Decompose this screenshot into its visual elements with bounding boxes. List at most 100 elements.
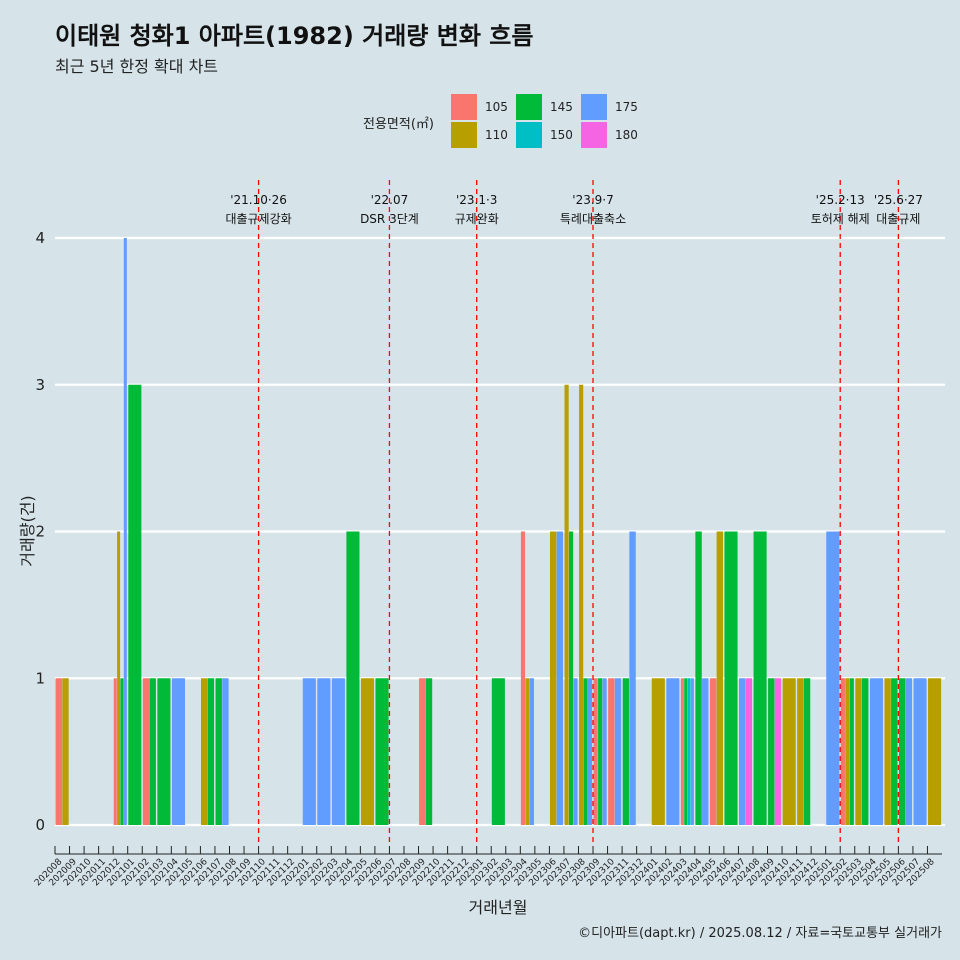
- bar-202502-110: [845, 678, 850, 825]
- chart-title: 이태원 청화1 아파트(1982) 거래량 변화 흐름: [55, 22, 534, 50]
- x-axis: 2020082020092020102020112020122021012021…: [33, 846, 942, 888]
- legend-label-145: 145: [550, 100, 573, 114]
- bar-202409-145: [768, 678, 775, 825]
- bar-202012-145: [120, 678, 124, 825]
- bar-202506-145: [898, 678, 906, 825]
- bar-202306-175: [556, 531, 564, 825]
- annotation-date: '23.1·3: [456, 193, 497, 207]
- legend-swatch-105: [451, 94, 477, 120]
- bar-202306-110: [549, 531, 557, 825]
- bar-202404-145: [695, 531, 702, 825]
- bar-202307-175: [573, 678, 578, 825]
- reference-lines: '21.10·26 대출규제강화 '22.07 DSR 3단계 '23.1·3 규제완화 '…: [225, 180, 923, 843]
- bar-202311-145: [622, 678, 630, 825]
- annotation-date: '21.10·26: [230, 193, 287, 207]
- bar-202012-105: [113, 678, 117, 825]
- bar-202309-105: [593, 678, 598, 825]
- annotation-label: 특례대출축소: [560, 212, 626, 226]
- annotation-label: 토허제 해제: [811, 212, 870, 226]
- bar-202401-110: [651, 678, 665, 825]
- bar-202503-145: [862, 678, 869, 825]
- bars: [55, 238, 942, 825]
- bar-202307-145: [568, 531, 574, 825]
- bar-202506-175: [905, 678, 913, 825]
- y-axis-title: 거래량(건): [18, 495, 37, 566]
- legend-label-110: 110: [485, 128, 508, 142]
- bar-202402-175: [666, 678, 680, 825]
- legend-label-150: 150: [550, 128, 573, 142]
- bar-202403-145: [684, 678, 688, 825]
- annotation-date: '25.6·27: [874, 193, 923, 207]
- bar-202101-145: [128, 384, 142, 825]
- bar-202209-145: [425, 678, 433, 825]
- legend-swatch-180: [581, 122, 607, 148]
- bar-202205-110: [360, 678, 375, 825]
- bar-202203-175: [331, 678, 345, 825]
- bar-202310-105: [608, 678, 615, 825]
- bar-202107-175: [222, 678, 229, 825]
- bar-202407-175: [739, 678, 746, 825]
- bar-202403-175: [690, 678, 694, 825]
- y-tick-label: 4: [35, 229, 45, 247]
- bar-202307-110: [564, 384, 569, 825]
- bar-202404-175: [702, 678, 709, 825]
- bar-202309-175: [602, 678, 607, 825]
- bar-202502-105: [840, 678, 845, 825]
- bar-202505-145: [891, 678, 898, 825]
- annotation-label: 규제완화: [455, 212, 499, 226]
- bar-202008-110: [62, 678, 69, 825]
- bar-202308-145: [583, 678, 588, 825]
- annotation-label: 대출규제강화: [225, 212, 291, 226]
- bar-202308-110: [579, 384, 584, 825]
- bar-202308-175: [587, 678, 593, 825]
- bar-202403-150: [687, 678, 691, 825]
- legend-label-105: 105: [485, 100, 508, 114]
- bar-202304-175: [529, 678, 534, 825]
- bar-202505-110: [884, 678, 891, 825]
- bar-202311-175: [629, 531, 636, 825]
- bar-202407-180: [745, 678, 753, 825]
- bar-202103-145: [157, 678, 171, 825]
- bar-202012-110: [117, 531, 121, 825]
- bar-202408-145: [753, 531, 767, 825]
- legend-swatch-175: [581, 94, 607, 120]
- y-tick-label: 2: [35, 523, 45, 541]
- bar-202405-110: [716, 531, 723, 825]
- annotation-date: '25.2·13: [816, 193, 865, 207]
- bar-202201-175: [302, 678, 316, 825]
- bar-202209-105: [419, 678, 426, 825]
- bar-202409-180: [774, 678, 782, 825]
- annotation-date: '23.9·7: [572, 193, 613, 207]
- bar-202304-105: [520, 531, 526, 825]
- y-tick-label: 1: [35, 669, 45, 687]
- bar-202502-145: [849, 678, 854, 825]
- bar-202206-145: [375, 678, 389, 825]
- legend-label-180: 180: [615, 128, 638, 142]
- bar-202410-110: [782, 678, 796, 825]
- y-axis: 0 1 2 3 4: [35, 229, 45, 834]
- bar-202202-175: [317, 678, 331, 825]
- y-tick-label: 3: [35, 376, 45, 394]
- bar-202302-145: [491, 678, 505, 825]
- chart-subtitle: 최근 5년 한정 확대 차트: [55, 57, 219, 76]
- legend-swatch-145: [516, 94, 542, 120]
- annotation-label: 대출규제: [876, 212, 920, 226]
- annotation-date: '22.07: [371, 193, 409, 207]
- x-axis-title: 거래년월: [469, 898, 528, 917]
- bar-202008-105: [55, 678, 62, 825]
- bar-202411-110: [797, 678, 804, 825]
- bar-202501-175: [826, 531, 840, 825]
- legend-label-175: 175: [615, 100, 638, 114]
- bar-202503-110: [855, 678, 862, 825]
- bar-202106-145: [207, 678, 215, 825]
- bar-202403-105: [680, 678, 684, 825]
- bar-202508-110: [928, 678, 942, 825]
- bar-202309-145: [598, 678, 603, 825]
- caption: ©디아파트(dapt.kr) / 2025.08.12 / 자료=국토교통부 실…: [578, 926, 942, 941]
- bar-202204-145: [346, 531, 360, 825]
- bar-202507-175: [913, 678, 927, 825]
- bar-202411-145: [803, 678, 811, 825]
- bar-202406-145: [724, 531, 738, 825]
- bar-202012-175: [123, 238, 127, 825]
